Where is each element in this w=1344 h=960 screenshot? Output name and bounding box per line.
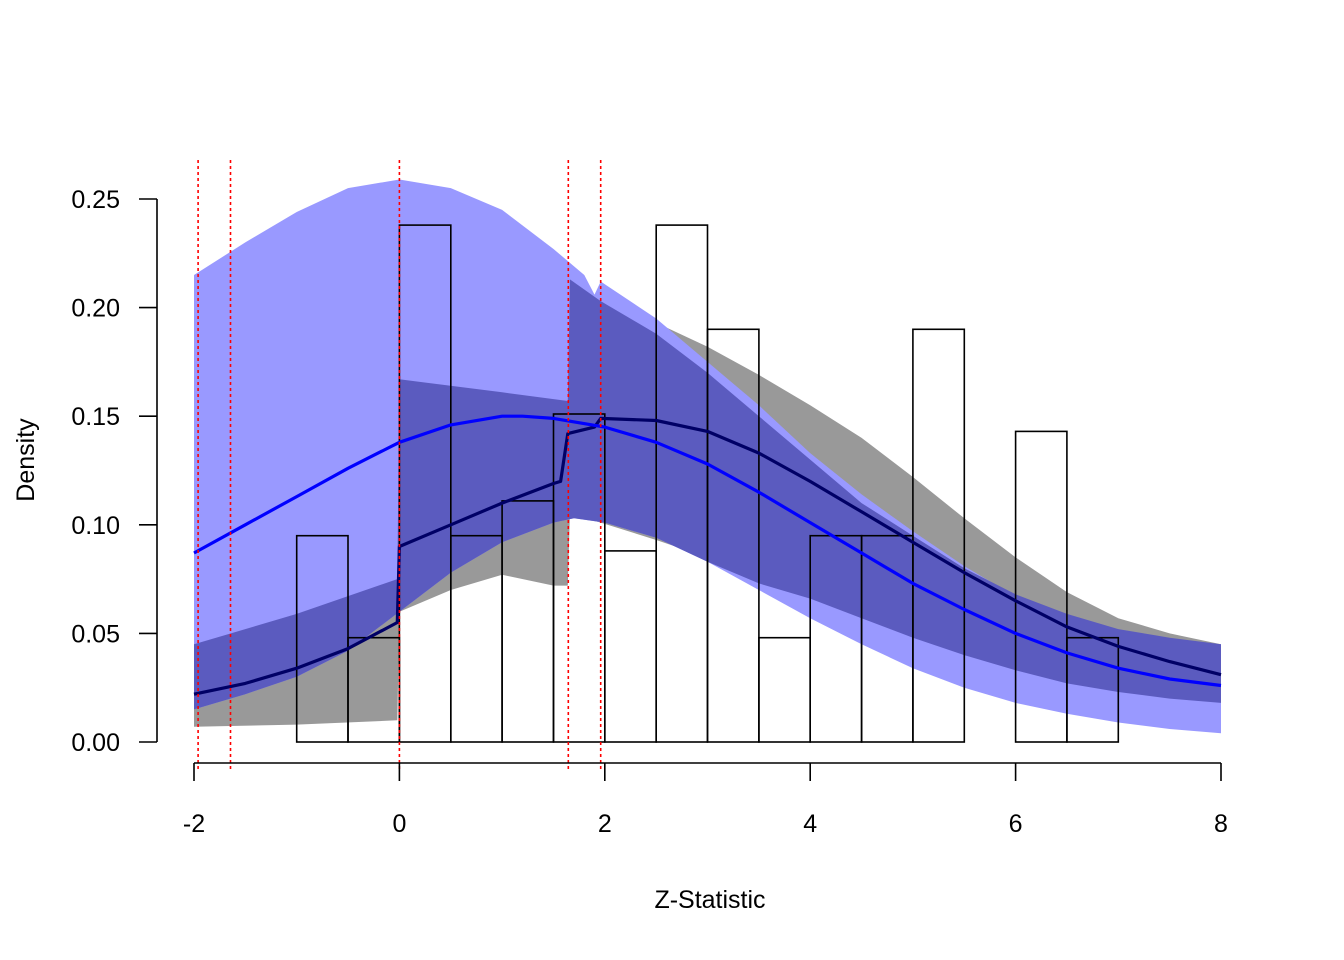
histogram-bar (398, 224, 452, 743)
y-tick-label: 0.05 (71, 620, 120, 648)
x-tick-label: 4 (803, 810, 817, 838)
histogram-bar (758, 636, 812, 743)
histogram-bar (706, 328, 760, 743)
y-axis-title: Density (12, 418, 40, 502)
x-tick-label: -2 (183, 810, 205, 838)
axes: -2 0 2 4 6 8 0.00 0.05 0.10 0.15 0.20 0.25 (71, 186, 1228, 838)
y-tick-label: 0.25 (71, 186, 120, 214)
histogram (295, 224, 1120, 743)
x-axis-title: Z-Statistic (654, 886, 765, 914)
y-tick-label: 0.10 (71, 512, 120, 540)
density-line-blue (193, 414, 1222, 688)
x-tick-label: 0 (392, 810, 406, 838)
x-tick-label: 8 (1214, 810, 1228, 838)
histogram-bar (603, 550, 657, 743)
y-tick-label: 0.15 (71, 403, 120, 431)
y-tick-label: 0.20 (71, 295, 120, 323)
x-tick-label: 6 (1009, 810, 1023, 838)
y-tick-label: 0.00 (71, 729, 120, 757)
histogram-bar (1014, 430, 1068, 743)
x-tick-label: 2 (598, 810, 612, 838)
histogram-bar (912, 328, 966, 743)
